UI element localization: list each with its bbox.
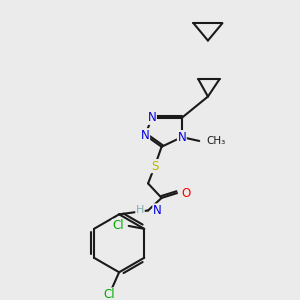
Text: Cl: Cl [103,288,115,300]
Text: O: O [182,187,191,200]
Text: S: S [151,160,158,172]
Text: N: N [141,129,149,142]
Text: N: N [153,204,162,217]
Text: N: N [178,130,186,144]
Text: N: N [148,111,156,124]
Text: H: H [136,206,144,215]
Text: CH₃: CH₃ [206,136,225,146]
Text: Cl: Cl [112,219,124,232]
